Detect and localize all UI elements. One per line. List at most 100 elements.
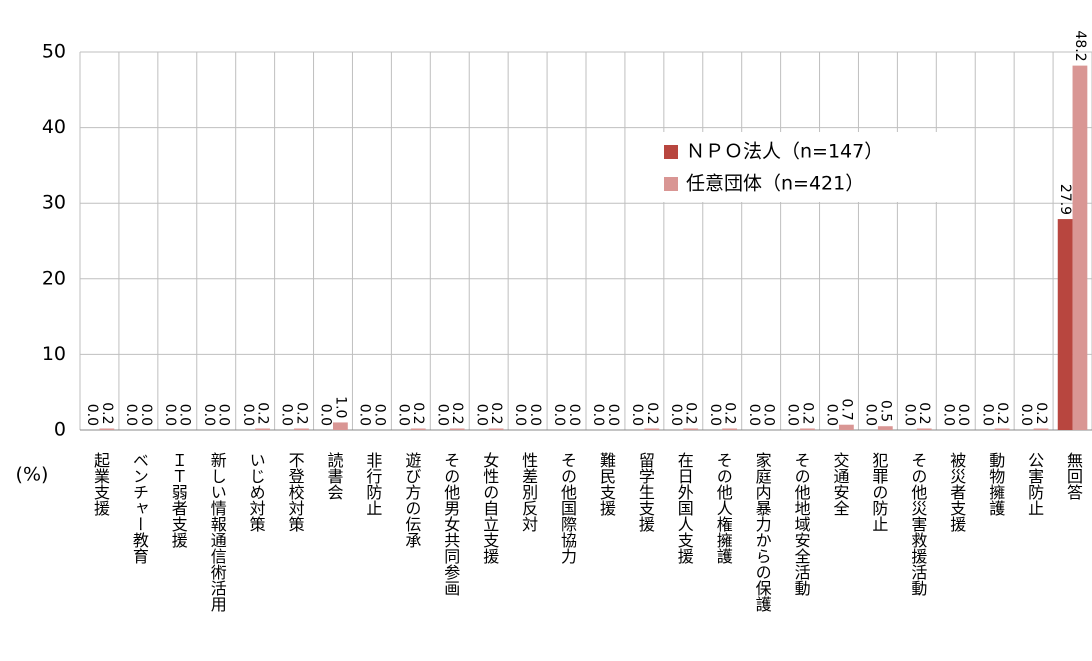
- bar: [255, 428, 270, 430]
- x-tick-label: 非行防止: [363, 452, 382, 516]
- data-label: 0.2: [644, 402, 660, 424]
- bar: [410, 428, 426, 430]
- bar: [1072, 65, 1088, 430]
- data-label: 0.2: [255, 402, 271, 424]
- data-label: 0.0: [629, 404, 645, 426]
- x-tick-label: 公害防止: [1025, 452, 1044, 516]
- bar: [294, 428, 309, 430]
- data-label: 0.0: [1018, 404, 1034, 426]
- data-label: 0.0: [668, 404, 684, 426]
- bar: [644, 428, 660, 430]
- data-label: 0.0: [590, 404, 606, 426]
- data-label: 0.0: [395, 404, 411, 426]
- x-tick-label: その他人権擁護: [714, 452, 733, 564]
- data-label: 0.0: [216, 404, 232, 426]
- bar: [449, 428, 465, 430]
- legend-label: 任意団体（n=421）: [686, 173, 864, 195]
- data-label: 0.2: [410, 402, 426, 424]
- y-tick-label: 0: [54, 419, 66, 441]
- data-label: 0.0: [279, 404, 295, 426]
- y-tick-label: 50: [42, 41, 66, 63]
- data-label: 0.0: [605, 404, 621, 426]
- data-label: 0.0: [434, 404, 450, 426]
- data-label: 0.2: [722, 402, 738, 424]
- x-tick-label: その他国際協力: [558, 452, 577, 565]
- x-tick-label: 難民支援: [597, 452, 616, 517]
- data-label: 0.0: [473, 404, 489, 426]
- bar: [839, 424, 854, 430]
- x-tick-label: 動物擁護: [986, 452, 1005, 516]
- data-label: 0.0: [707, 404, 723, 426]
- y-tick-label: 10: [42, 343, 66, 365]
- bar: [916, 428, 932, 430]
- x-tick-label: 家庭内暴力からの保護: [753, 452, 772, 612]
- data-label: 0.0: [138, 404, 154, 426]
- x-tick-label: 交通安全: [831, 452, 850, 516]
- data-label: 0.0: [371, 404, 387, 426]
- x-tick-label: 不登校対策: [286, 452, 305, 532]
- x-tick-label: いじめ対策: [247, 452, 266, 532]
- x-tick-label: 起業支援: [91, 452, 110, 517]
- bar: [722, 428, 738, 430]
- legend-swatch: [664, 177, 678, 191]
- bar: [800, 428, 815, 430]
- data-label: 0.0: [318, 404, 334, 426]
- x-tick-label: ＩＴ弱者支援: [169, 452, 188, 549]
- x-tick-label: 在日外国人支援: [675, 452, 694, 565]
- x-tick-label: その他災害救援活動: [908, 452, 927, 597]
- bar: [333, 422, 348, 430]
- data-label: 0.2: [994, 402, 1010, 424]
- y-tick-label: 20: [42, 267, 66, 289]
- legend-label: ＮＰＯ法人（n=147）: [686, 141, 883, 163]
- data-label: 0.0: [84, 404, 100, 426]
- data-label: 0.0: [940, 404, 956, 426]
- bar: [877, 426, 893, 430]
- x-tick-label: 留学生支援: [636, 452, 655, 533]
- x-tick-label: 無回答: [1064, 452, 1083, 500]
- data-label: 0.0: [566, 404, 582, 426]
- bar: [1033, 428, 1049, 430]
- x-tick-label: その他地域安全活動: [792, 452, 811, 597]
- data-label: 0.2: [683, 402, 699, 424]
- data-label: 0.0: [761, 404, 777, 426]
- data-label: 0.0: [824, 404, 840, 426]
- y-tick-label: 40: [42, 116, 66, 138]
- bar: [994, 428, 1010, 430]
- data-label: 0.0: [357, 404, 373, 426]
- data-label: 0.0: [527, 404, 543, 426]
- bar: [683, 428, 699, 430]
- data-label: 0.0: [746, 404, 762, 426]
- data-label: 0.2: [799, 402, 815, 424]
- legend-swatch: [664, 145, 678, 159]
- data-label: 0.0: [863, 404, 879, 426]
- data-label: 48.2: [1072, 30, 1088, 61]
- x-tick-label: 女性の自立支援: [480, 451, 499, 565]
- data-label: 0.0: [785, 404, 801, 426]
- x-tick-label: 遊び方の伝承: [402, 452, 421, 548]
- data-label: 27.9: [1057, 184, 1073, 215]
- x-tick-label: 新しい情報通信術活用: [208, 452, 227, 613]
- data-label: 0.2: [449, 402, 465, 424]
- data-label: 0.2: [293, 402, 309, 424]
- data-label: 0.0: [979, 404, 995, 426]
- bar: [488, 428, 504, 430]
- bar: [1057, 219, 1073, 430]
- data-label: 0.2: [99, 402, 115, 424]
- x-tick-label: その他男女共同参画: [441, 452, 460, 596]
- data-label: 0.0: [162, 404, 178, 426]
- data-label: 0.5: [877, 400, 893, 422]
- y-axis-label: (%): [16, 464, 49, 486]
- data-label: 0.0: [901, 404, 917, 426]
- data-label: 0.0: [123, 404, 139, 426]
- data-label: 0.0: [177, 404, 193, 426]
- x-tick-label: 読書会: [325, 452, 344, 500]
- data-label: 0.2: [1033, 402, 1049, 424]
- data-label: 0.2: [916, 402, 932, 424]
- data-label: 0.0: [201, 404, 217, 426]
- x-tick-label: 被災者支援: [947, 452, 966, 533]
- data-label: 0.7: [838, 398, 854, 420]
- data-label: 1.0: [332, 396, 348, 418]
- data-label: 0.0: [240, 404, 256, 426]
- y-tick-label: 30: [42, 192, 66, 214]
